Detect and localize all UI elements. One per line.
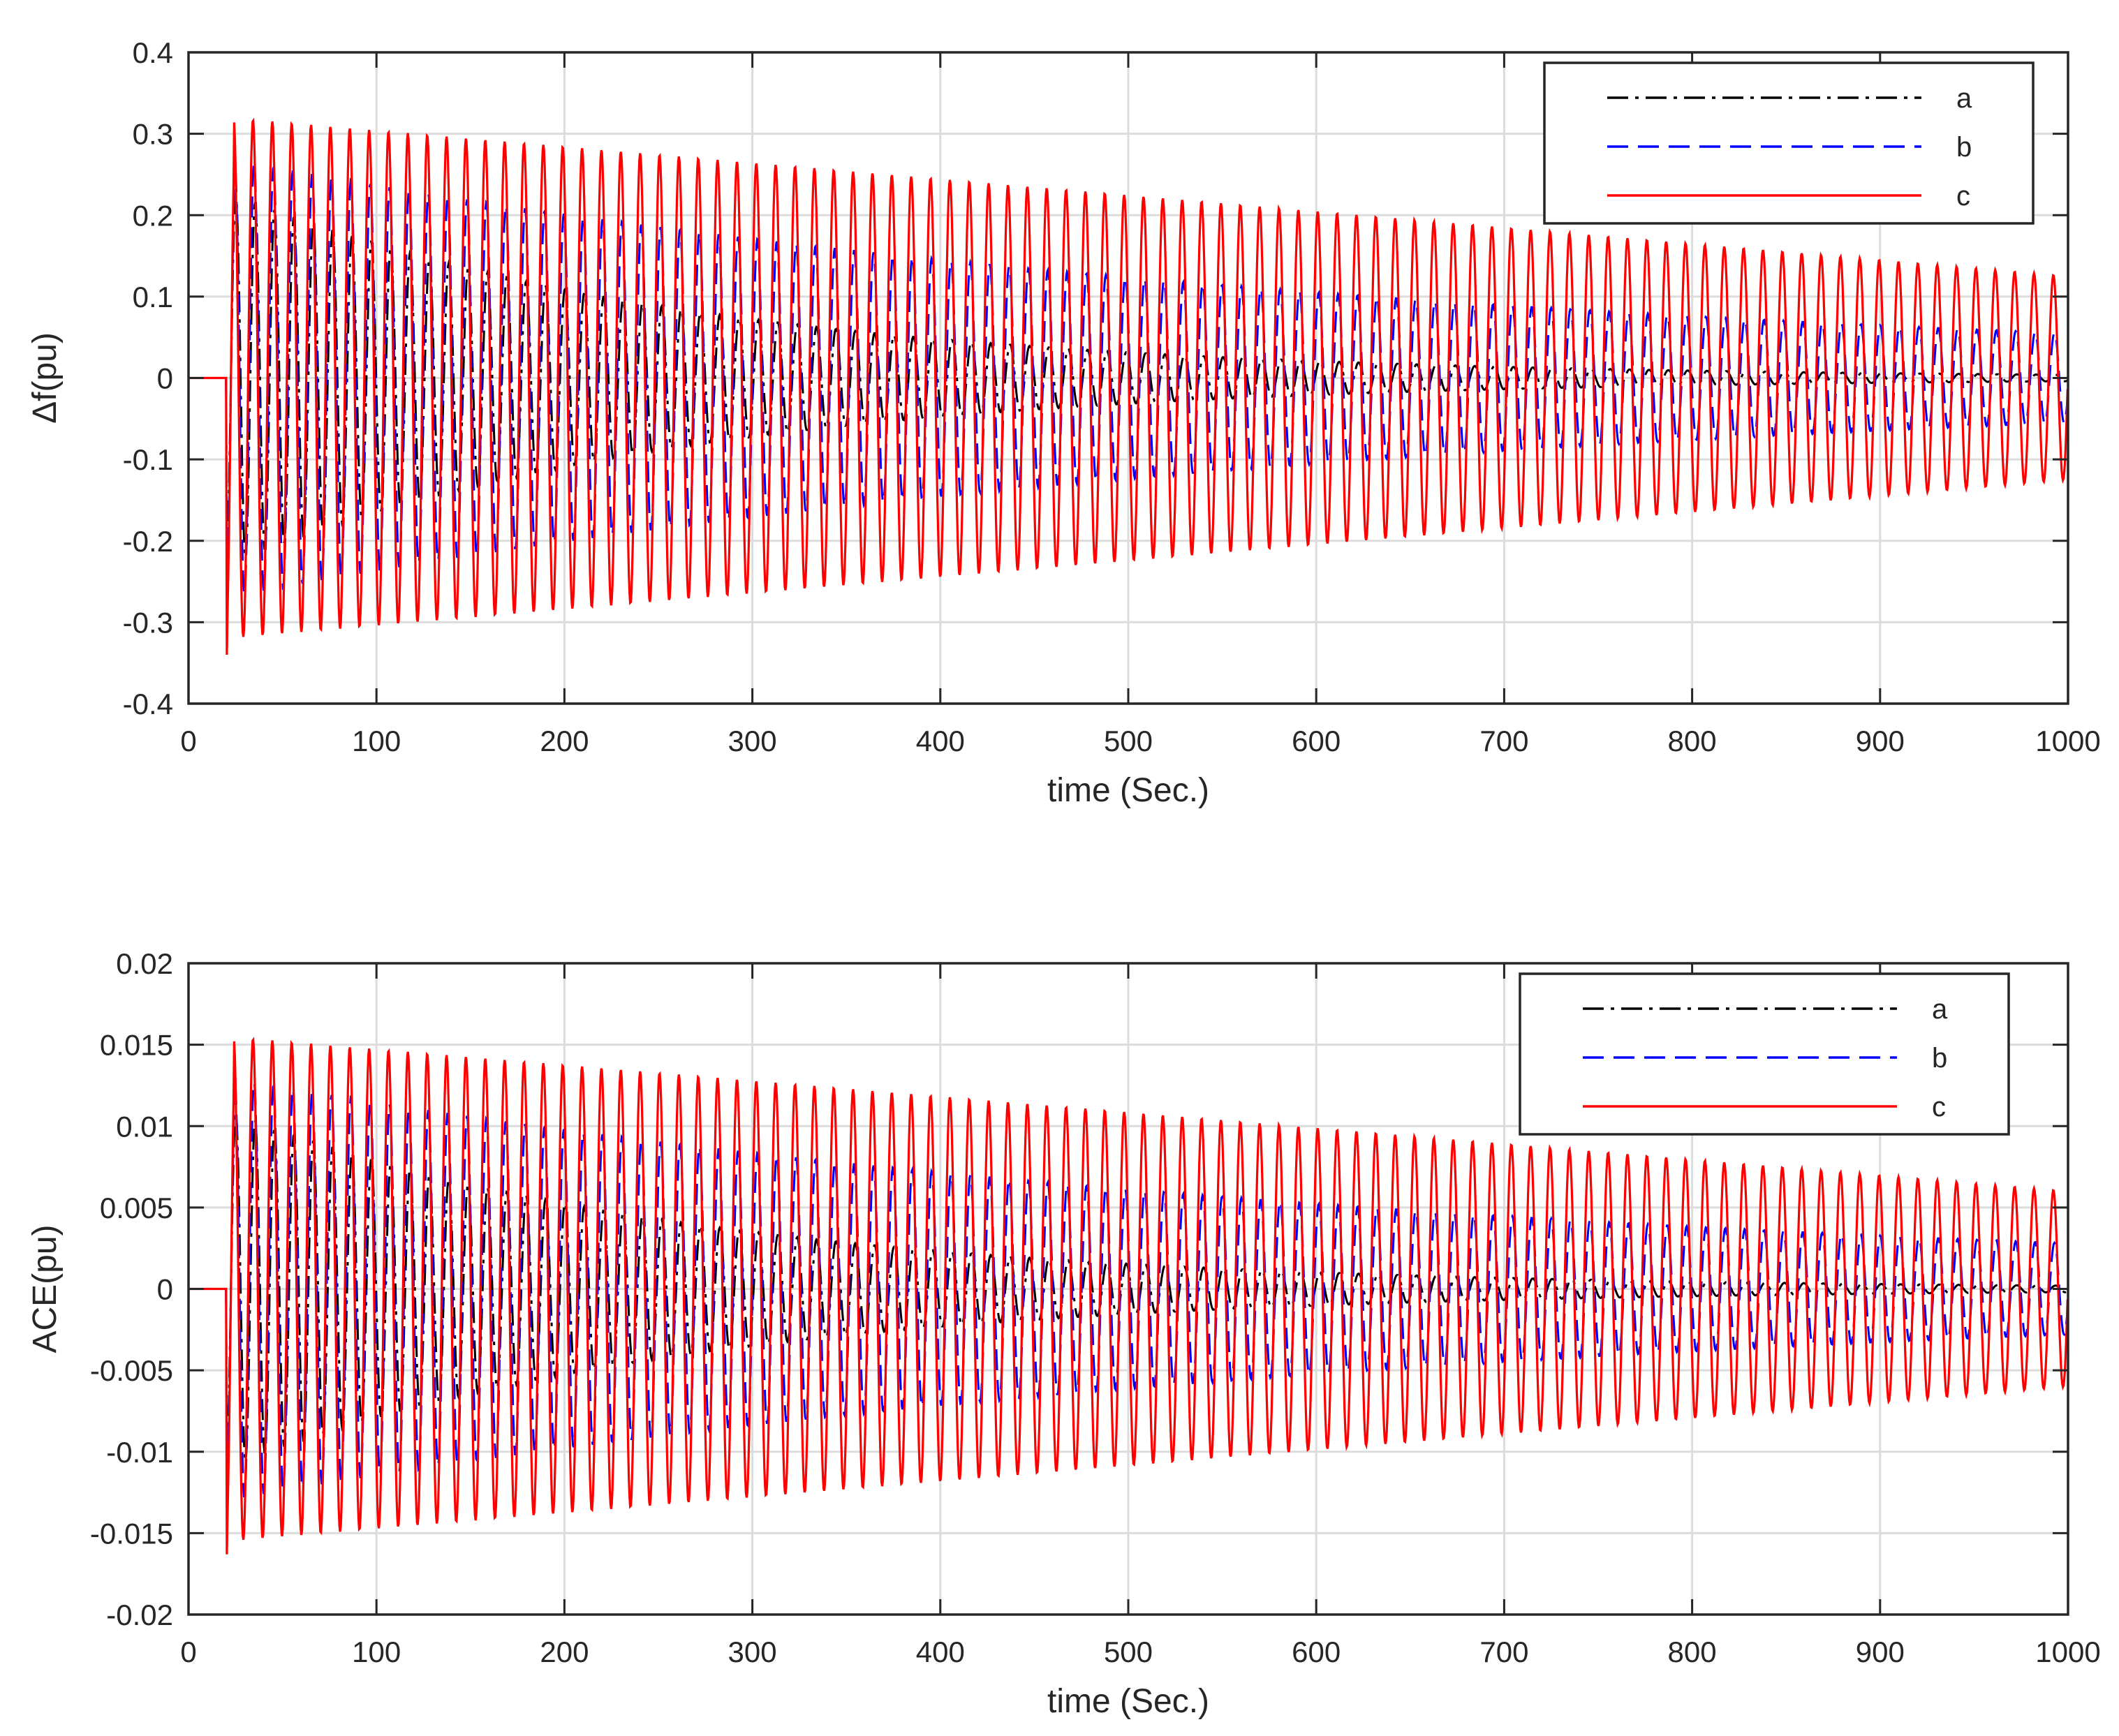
x-tick-label: 500: [1104, 1635, 1153, 1668]
y-tick-label: -0.4: [123, 688, 173, 720]
x-tick-label: 600: [1292, 1635, 1341, 1668]
x-tick-label: 1000: [2035, 1635, 2100, 1668]
x-tick-label: 0: [180, 1635, 196, 1668]
x-tick-label: 200: [540, 725, 589, 757]
series-line-c: [189, 117, 2068, 655]
series-group: [189, 117, 2068, 655]
y-tick-label: -0.3: [123, 606, 173, 639]
series-line-a: [189, 1111, 2068, 1469]
y-axis-label: Δf(pu): [27, 332, 64, 424]
y-tick-label: -0.2: [123, 525, 173, 558]
y-tick-label: 0.015: [100, 1029, 173, 1062]
y-tick-label: 0: [157, 362, 173, 395]
x-tick-label: 600: [1292, 725, 1341, 757]
x-axis-label: time (Sec.): [1047, 772, 1209, 809]
x-axis-label: time (Sec.): [1047, 1683, 1209, 1720]
series-group: [189, 1037, 2068, 1555]
y-tick-label: -0.1: [123, 443, 173, 476]
x-tick-label: 100: [352, 1635, 401, 1668]
x-tick-label: 500: [1104, 725, 1153, 757]
series-line-c: [189, 1037, 2068, 1555]
legend-label-c: c: [1956, 181, 1970, 212]
y-tick-label: -0.02: [106, 1598, 173, 1631]
y-tick-label: 0.01: [116, 1110, 173, 1143]
x-tick-label: 400: [916, 725, 965, 757]
legend: abc: [1543, 61, 2035, 225]
x-tick-label: 700: [1479, 1635, 1528, 1668]
y-tick-label: -0.005: [90, 1354, 173, 1387]
legend: abc: [1519, 972, 2010, 1136]
x-tick-label: 200: [540, 1635, 589, 1668]
x-tick-label: 700: [1479, 725, 1528, 757]
y-tick-label: 0.02: [116, 947, 173, 980]
x-tick-label: 300: [728, 725, 777, 757]
x-tick-label: 300: [728, 1635, 777, 1668]
ticks: 0 100 200 300 400 500 600 700 800 900 1000 -0.4 -0.3…: [123, 36, 2101, 757]
y-tick-label: 0.2: [133, 199, 173, 232]
x-tick-label: 900: [1856, 725, 1905, 757]
legend-label-c: c: [1932, 1092, 1946, 1122]
x-tick-label: 0: [180, 725, 196, 757]
x-tick-label: 1000: [2035, 725, 2100, 757]
y-tick-label: -0.01: [106, 1436, 173, 1469]
x-tick-label: 800: [1668, 725, 1717, 757]
y-tick-label: 0.3: [133, 118, 173, 151]
x-tick-label: 900: [1856, 1635, 1905, 1668]
y-tick-label: -0.015: [90, 1517, 173, 1550]
x-tick-label: 100: [352, 725, 401, 757]
legend-label-a: a: [1932, 994, 1948, 1025]
y-tick-label: 0: [157, 1273, 173, 1306]
x-tick-label: 400: [916, 1635, 965, 1668]
chart-frequency-deviation: 0 100 200 300 400 500 600 700 800 900 1000 -0.4 -0.3…: [27, 36, 2101, 809]
legend-label-a: a: [1956, 83, 1972, 114]
y-tick-label: 0.1: [133, 281, 173, 313]
y-axis-label: ACE(pu): [27, 1224, 64, 1353]
chart-ace: 0 100 200 300 400 500 600 700 800 900 1000 -0.02 -0.…: [27, 947, 2101, 1720]
legend-label-b: b: [1956, 132, 1972, 163]
y-tick-label: 0.005: [100, 1192, 173, 1224]
legend-label-b: b: [1932, 1043, 1947, 1074]
ticks: 0 100 200 300 400 500 600 700 800 900 1000 -0.02 -0.…: [90, 947, 2101, 1668]
y-tick-label: 0.4: [133, 36, 173, 69]
x-tick-label: 800: [1668, 1635, 1717, 1668]
